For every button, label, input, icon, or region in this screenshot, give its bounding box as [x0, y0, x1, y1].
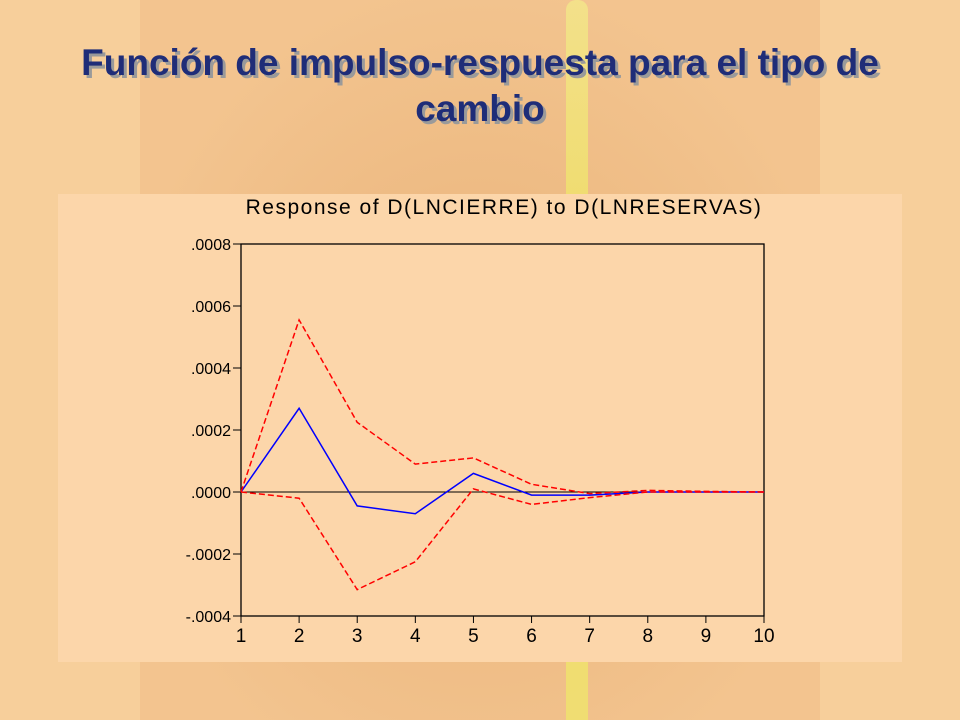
x-tick-label: 2	[294, 626, 305, 647]
y-tick-label: .0004	[191, 361, 231, 378]
impulse-response-chart: Response of D(LNCIERRE) to D(LNRESERVAS)…	[186, 196, 775, 647]
x-tick-label: 4	[410, 626, 421, 647]
x-tick-label: 1	[236, 626, 247, 647]
y-tick-label: .0006	[191, 299, 231, 316]
series-line-confidence-band	[240, 488, 764, 591]
y-tick-label: .0000	[191, 485, 231, 502]
x-tick-label: 8	[642, 626, 653, 647]
x-tick-label: 7	[584, 626, 595, 647]
y-tick-label: .0008	[191, 237, 231, 254]
x-tick-label: 9	[701, 626, 712, 647]
background-candle	[566, 0, 588, 200]
chart-title: Response of D(LNCIERRE) to D(LNRESERVAS)	[246, 196, 763, 219]
series-line-response	[240, 406, 764, 515]
series-line-confidence-band	[240, 318, 765, 495]
x-tick-label: 5	[468, 626, 479, 647]
y-tick-label: -.0002	[186, 547, 231, 564]
chart-panel: Response of D(LNCIERRE) to D(LNRESERVAS)…	[58, 194, 902, 662]
x-tick-label: 3	[352, 626, 363, 647]
slide-title: Función de impulso-respuesta para el tip…	[81, 42, 879, 129]
x-tick-label: 10	[753, 626, 774, 647]
plot-frame	[240, 243, 765, 617]
y-tick-label: -.0004	[186, 609, 231, 626]
y-tick-label: .0002	[191, 423, 231, 440]
x-tick-label: 6	[526, 626, 537, 647]
background-candle-base	[566, 660, 588, 720]
